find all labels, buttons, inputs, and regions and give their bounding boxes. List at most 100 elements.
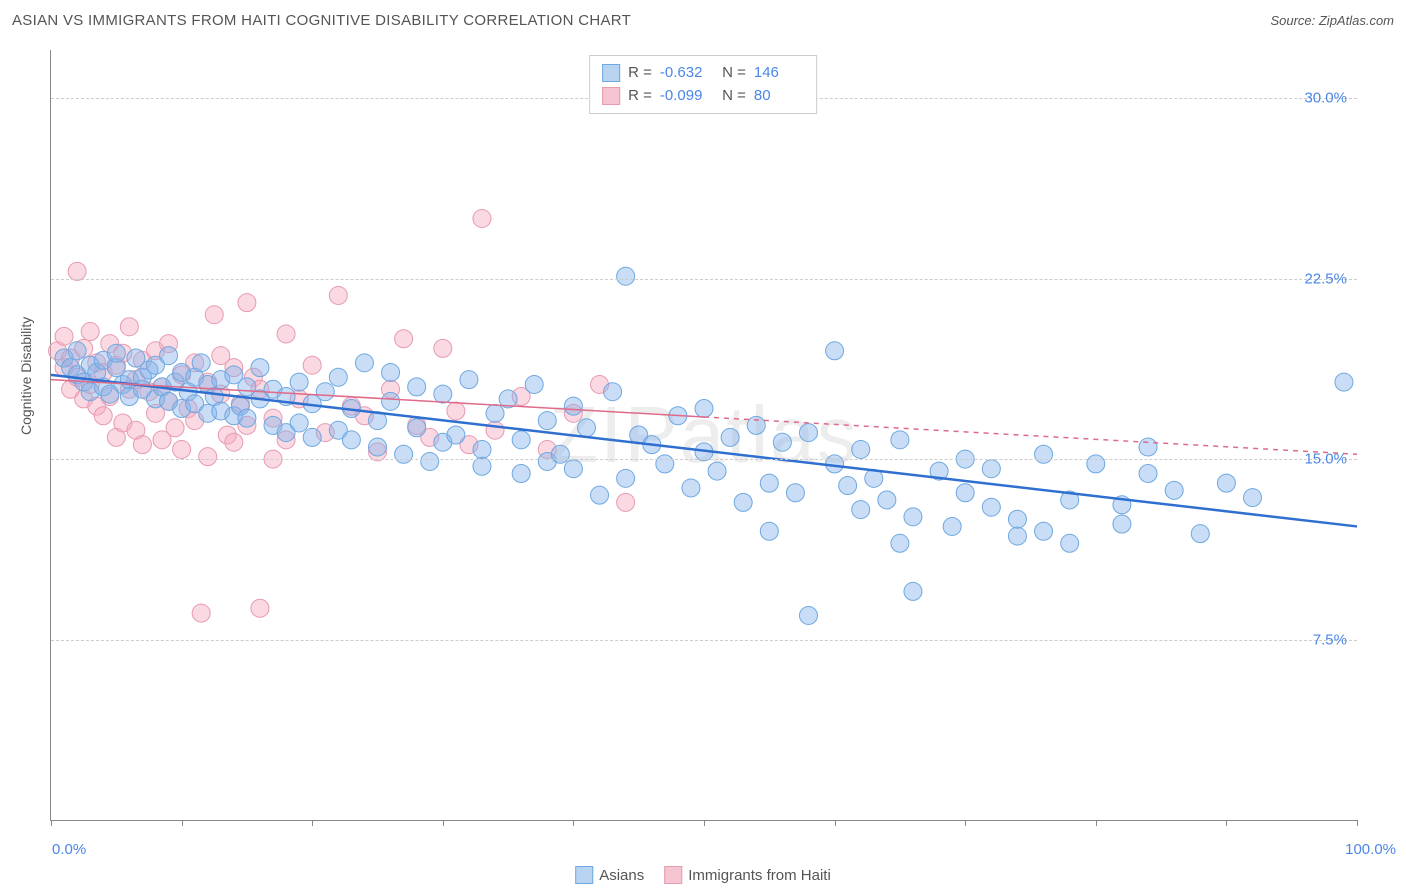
x-tick bbox=[965, 820, 966, 826]
legend-item-0: Asians bbox=[575, 866, 644, 884]
data-point bbox=[747, 416, 765, 434]
data-point bbox=[695, 400, 713, 418]
data-point bbox=[617, 469, 635, 487]
data-point bbox=[1139, 465, 1157, 483]
data-point bbox=[760, 474, 778, 492]
legend: Asians Immigrants from Haiti bbox=[575, 866, 831, 884]
data-point bbox=[734, 493, 752, 511]
data-point bbox=[205, 306, 223, 324]
stats-row-series-0: R = -0.632 N = 146 bbox=[602, 62, 804, 85]
data-point bbox=[238, 294, 256, 312]
data-point bbox=[473, 209, 491, 227]
data-point bbox=[891, 431, 909, 449]
data-point bbox=[1035, 522, 1053, 540]
data-point bbox=[617, 267, 635, 285]
scatter-svg bbox=[51, 50, 1357, 820]
data-point bbox=[192, 354, 210, 372]
data-point bbox=[1113, 515, 1131, 533]
data-point bbox=[904, 508, 922, 526]
data-point bbox=[786, 484, 804, 502]
stat-n-value-0: 146 bbox=[754, 62, 804, 85]
data-point bbox=[342, 431, 360, 449]
data-point bbox=[1087, 455, 1105, 473]
data-point bbox=[199, 448, 217, 466]
y-tick-label: 15.0% bbox=[1304, 451, 1347, 468]
x-tick bbox=[1226, 820, 1227, 826]
data-point bbox=[852, 501, 870, 519]
data-point bbox=[303, 356, 321, 374]
data-point bbox=[1008, 510, 1026, 528]
data-point bbox=[551, 445, 569, 463]
data-point bbox=[192, 604, 210, 622]
x-tick bbox=[704, 820, 705, 826]
data-point bbox=[1217, 474, 1235, 492]
data-point bbox=[1191, 525, 1209, 543]
data-point bbox=[160, 347, 178, 365]
data-point bbox=[512, 431, 530, 449]
legend-swatch-1 bbox=[664, 866, 682, 884]
data-point bbox=[982, 460, 1000, 478]
stat-n-label: N = bbox=[718, 85, 746, 108]
data-point bbox=[251, 599, 269, 617]
data-point bbox=[460, 371, 478, 389]
data-point bbox=[839, 477, 857, 495]
legend-label-1: Immigrants from Haiti bbox=[688, 867, 831, 884]
data-point bbox=[604, 383, 622, 401]
stat-n-label: N = bbox=[718, 62, 746, 85]
data-point bbox=[277, 325, 295, 343]
data-point bbox=[81, 323, 99, 341]
legend-swatch-0 bbox=[575, 866, 593, 884]
x-tick bbox=[312, 820, 313, 826]
stats-box: R = -0.632 N = 146 R = -0.099 N = 80 bbox=[589, 55, 817, 114]
data-point bbox=[68, 342, 86, 360]
data-point bbox=[760, 522, 778, 540]
stat-n-value-1: 80 bbox=[754, 85, 804, 108]
data-point bbox=[329, 286, 347, 304]
data-point bbox=[1008, 527, 1026, 545]
data-point bbox=[956, 484, 974, 502]
data-point bbox=[316, 383, 334, 401]
chart-plot-area: ZIPatlas 7.5%15.0%22.5%30.0% bbox=[50, 50, 1357, 821]
data-point bbox=[799, 424, 817, 442]
data-point bbox=[525, 375, 543, 393]
data-point bbox=[434, 339, 452, 357]
data-point bbox=[133, 436, 151, 454]
data-point bbox=[943, 517, 961, 535]
y-tick-label: 7.5% bbox=[1313, 631, 1347, 648]
data-point bbox=[421, 452, 439, 470]
stat-r-label: R = bbox=[628, 85, 652, 108]
legend-label-0: Asians bbox=[599, 867, 644, 884]
data-point bbox=[166, 419, 184, 437]
x-tick bbox=[835, 820, 836, 826]
data-point bbox=[173, 440, 191, 458]
data-point bbox=[355, 354, 373, 372]
data-point bbox=[982, 498, 1000, 516]
y-tick-label: 22.5% bbox=[1304, 270, 1347, 287]
gridline bbox=[51, 640, 1357, 641]
data-point bbox=[617, 493, 635, 511]
data-point bbox=[290, 373, 308, 391]
data-point bbox=[564, 397, 582, 415]
data-point bbox=[721, 428, 739, 446]
data-point bbox=[238, 409, 256, 427]
y-tick-label: 30.0% bbox=[1304, 90, 1347, 107]
data-point bbox=[290, 414, 308, 432]
x-axis-min-label: 0.0% bbox=[52, 841, 86, 858]
data-point bbox=[94, 407, 112, 425]
data-point bbox=[591, 486, 609, 504]
data-point bbox=[708, 462, 726, 480]
data-point bbox=[1335, 373, 1353, 391]
data-point bbox=[447, 426, 465, 444]
data-point bbox=[904, 582, 922, 600]
data-point bbox=[369, 438, 387, 456]
data-point bbox=[799, 606, 817, 624]
data-point bbox=[486, 404, 504, 422]
data-point bbox=[408, 378, 426, 396]
data-point bbox=[251, 359, 269, 377]
y-axis-title: Cognitive Disability bbox=[18, 317, 34, 435]
x-tick bbox=[573, 820, 574, 826]
x-tick bbox=[1096, 820, 1097, 826]
data-point bbox=[1035, 445, 1053, 463]
data-point bbox=[891, 534, 909, 552]
x-axis-max-label: 100.0% bbox=[1345, 841, 1396, 858]
